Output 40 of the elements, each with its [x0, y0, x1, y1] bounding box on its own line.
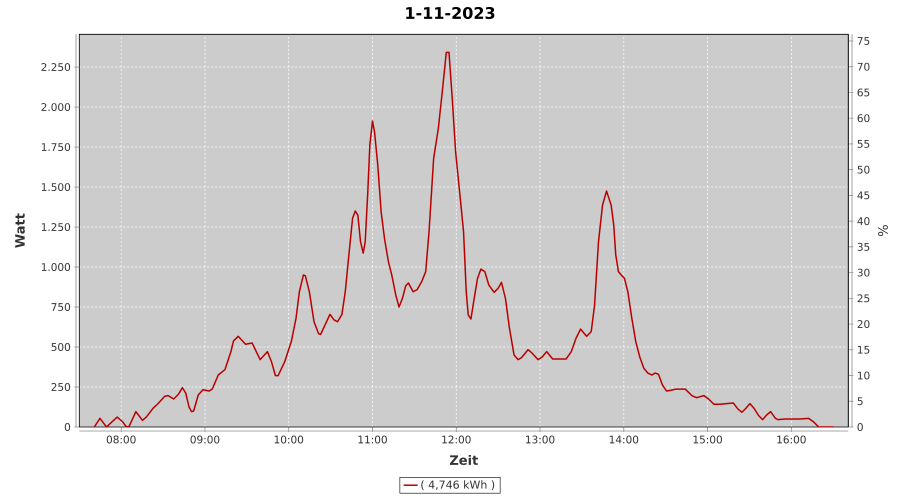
y-tick-label: 2.000: [41, 103, 70, 112]
y2-tick-label: 20: [858, 320, 870, 328]
y2-tick-label: 55: [858, 140, 870, 148]
y-tick-label: 1.500: [42, 183, 70, 192]
y2-tick-label: 60: [858, 114, 870, 122]
y2-tick-label: 65: [858, 88, 870, 96]
x-tick-label: 10:00: [274, 436, 304, 444]
y-tick-label: 2.250: [41, 63, 70, 72]
y-tick-label: 250: [52, 383, 70, 391]
x-tick-label: 09:00: [190, 436, 220, 444]
y2-tick-label: 50: [858, 166, 870, 174]
x-tick-label: 12:00: [442, 436, 471, 444]
chart-title: 1-11-2023: [406, 6, 494, 20]
y2-tick-label: 25: [858, 294, 870, 302]
x-tick-label: 13:00: [526, 436, 554, 444]
y-tick-label: 0: [64, 423, 70, 431]
legend-label: ( 4,746 kWh ): [421, 480, 494, 490]
x-tick-label: 14:00: [610, 436, 638, 444]
x-axis-title: Zeit: [450, 454, 478, 466]
y2-tick-label: 15: [858, 346, 870, 354]
x-tick-label: 16:00: [777, 436, 806, 444]
y-tick-label: 500: [52, 343, 70, 351]
y2-tick-label: 5: [858, 397, 863, 406]
y2-tick-label: 75: [858, 37, 870, 45]
y-tick-label: 750: [52, 303, 70, 311]
y-tick-label: 1.000: [42, 263, 70, 271]
y2-tick-label: 70: [858, 62, 870, 71]
y2-tick-label: 30: [858, 268, 870, 277]
y-axis-title: Watt: [15, 213, 25, 248]
y2-tick-label: 10: [858, 372, 870, 380]
y-tick-label: 1.750: [42, 143, 70, 152]
y2-tick-label: 35: [858, 242, 870, 251]
y2-tick-label: 45: [857, 191, 870, 200]
x-tick-label: 15:00: [694, 436, 722, 444]
x-tick-label: 08:00: [106, 436, 136, 444]
y-tick-label: 1.250: [42, 223, 70, 232]
y2-tick-label: 0: [858, 423, 863, 431]
y2-axis-title: %: [878, 225, 888, 236]
y2-tick-label: 40: [857, 217, 870, 226]
x-tick-label: 11:00: [358, 436, 387, 444]
